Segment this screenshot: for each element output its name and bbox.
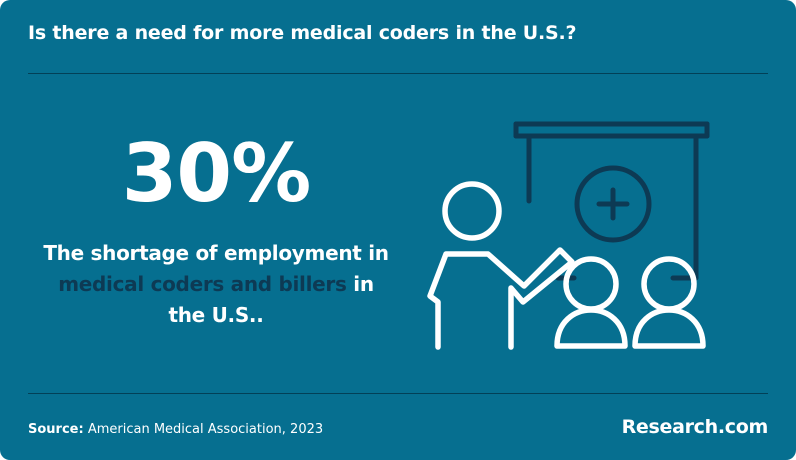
source-text: American Medical Association, 2023	[87, 422, 324, 437]
presenter-medical-board-icon	[427, 121, 710, 350]
stat-description: The shortage of employment in medical co…	[40, 238, 392, 331]
audience-icon	[554, 256, 706, 349]
top-divider	[28, 73, 768, 74]
stat-description-suffix: in the U.S..	[168, 272, 374, 327]
brand-logo: Research.com	[621, 416, 769, 438]
source-label: Source:	[28, 422, 84, 437]
medical-cross-icon	[574, 165, 652, 243]
bottom-divider	[28, 393, 768, 394]
page-title: Is there a need for more medical coders …	[28, 22, 577, 44]
stat-description-text: The shortage of employment in	[43, 241, 389, 265]
source-citation: Source: American Medical Association, 20…	[28, 422, 323, 437]
stat-description-highlight: medical coders and billers	[58, 272, 347, 296]
presenter-icon	[427, 181, 575, 350]
stat-value: 30%	[121, 127, 311, 220]
